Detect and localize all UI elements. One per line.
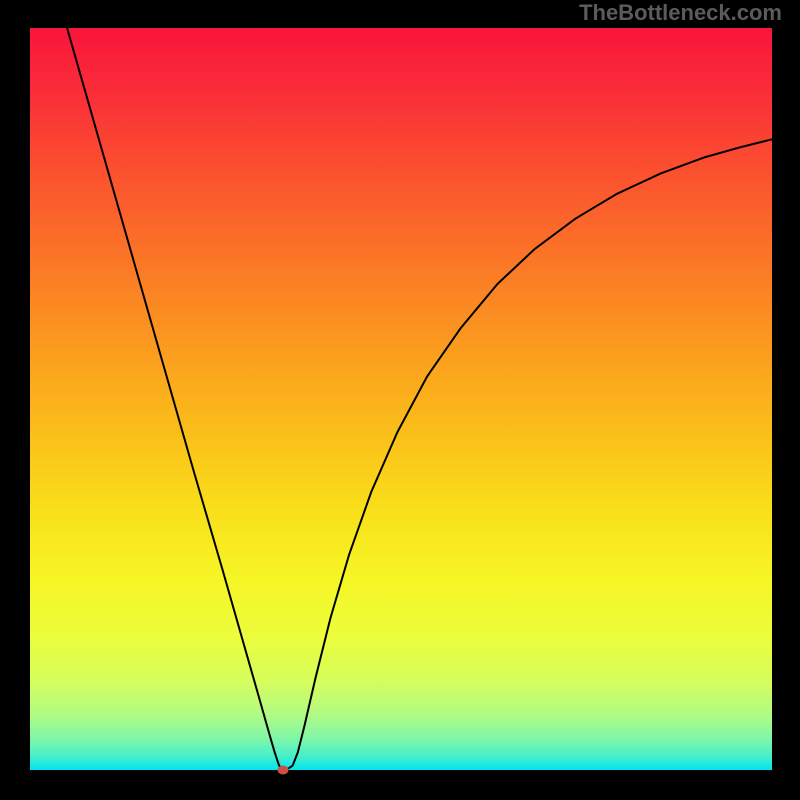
stage: TheBottleneck.com xyxy=(0,0,800,800)
optimum-marker xyxy=(278,766,289,775)
chart-svg xyxy=(0,0,800,800)
watermark-text: TheBottleneck.com xyxy=(579,0,782,26)
plot-background xyxy=(30,28,772,770)
